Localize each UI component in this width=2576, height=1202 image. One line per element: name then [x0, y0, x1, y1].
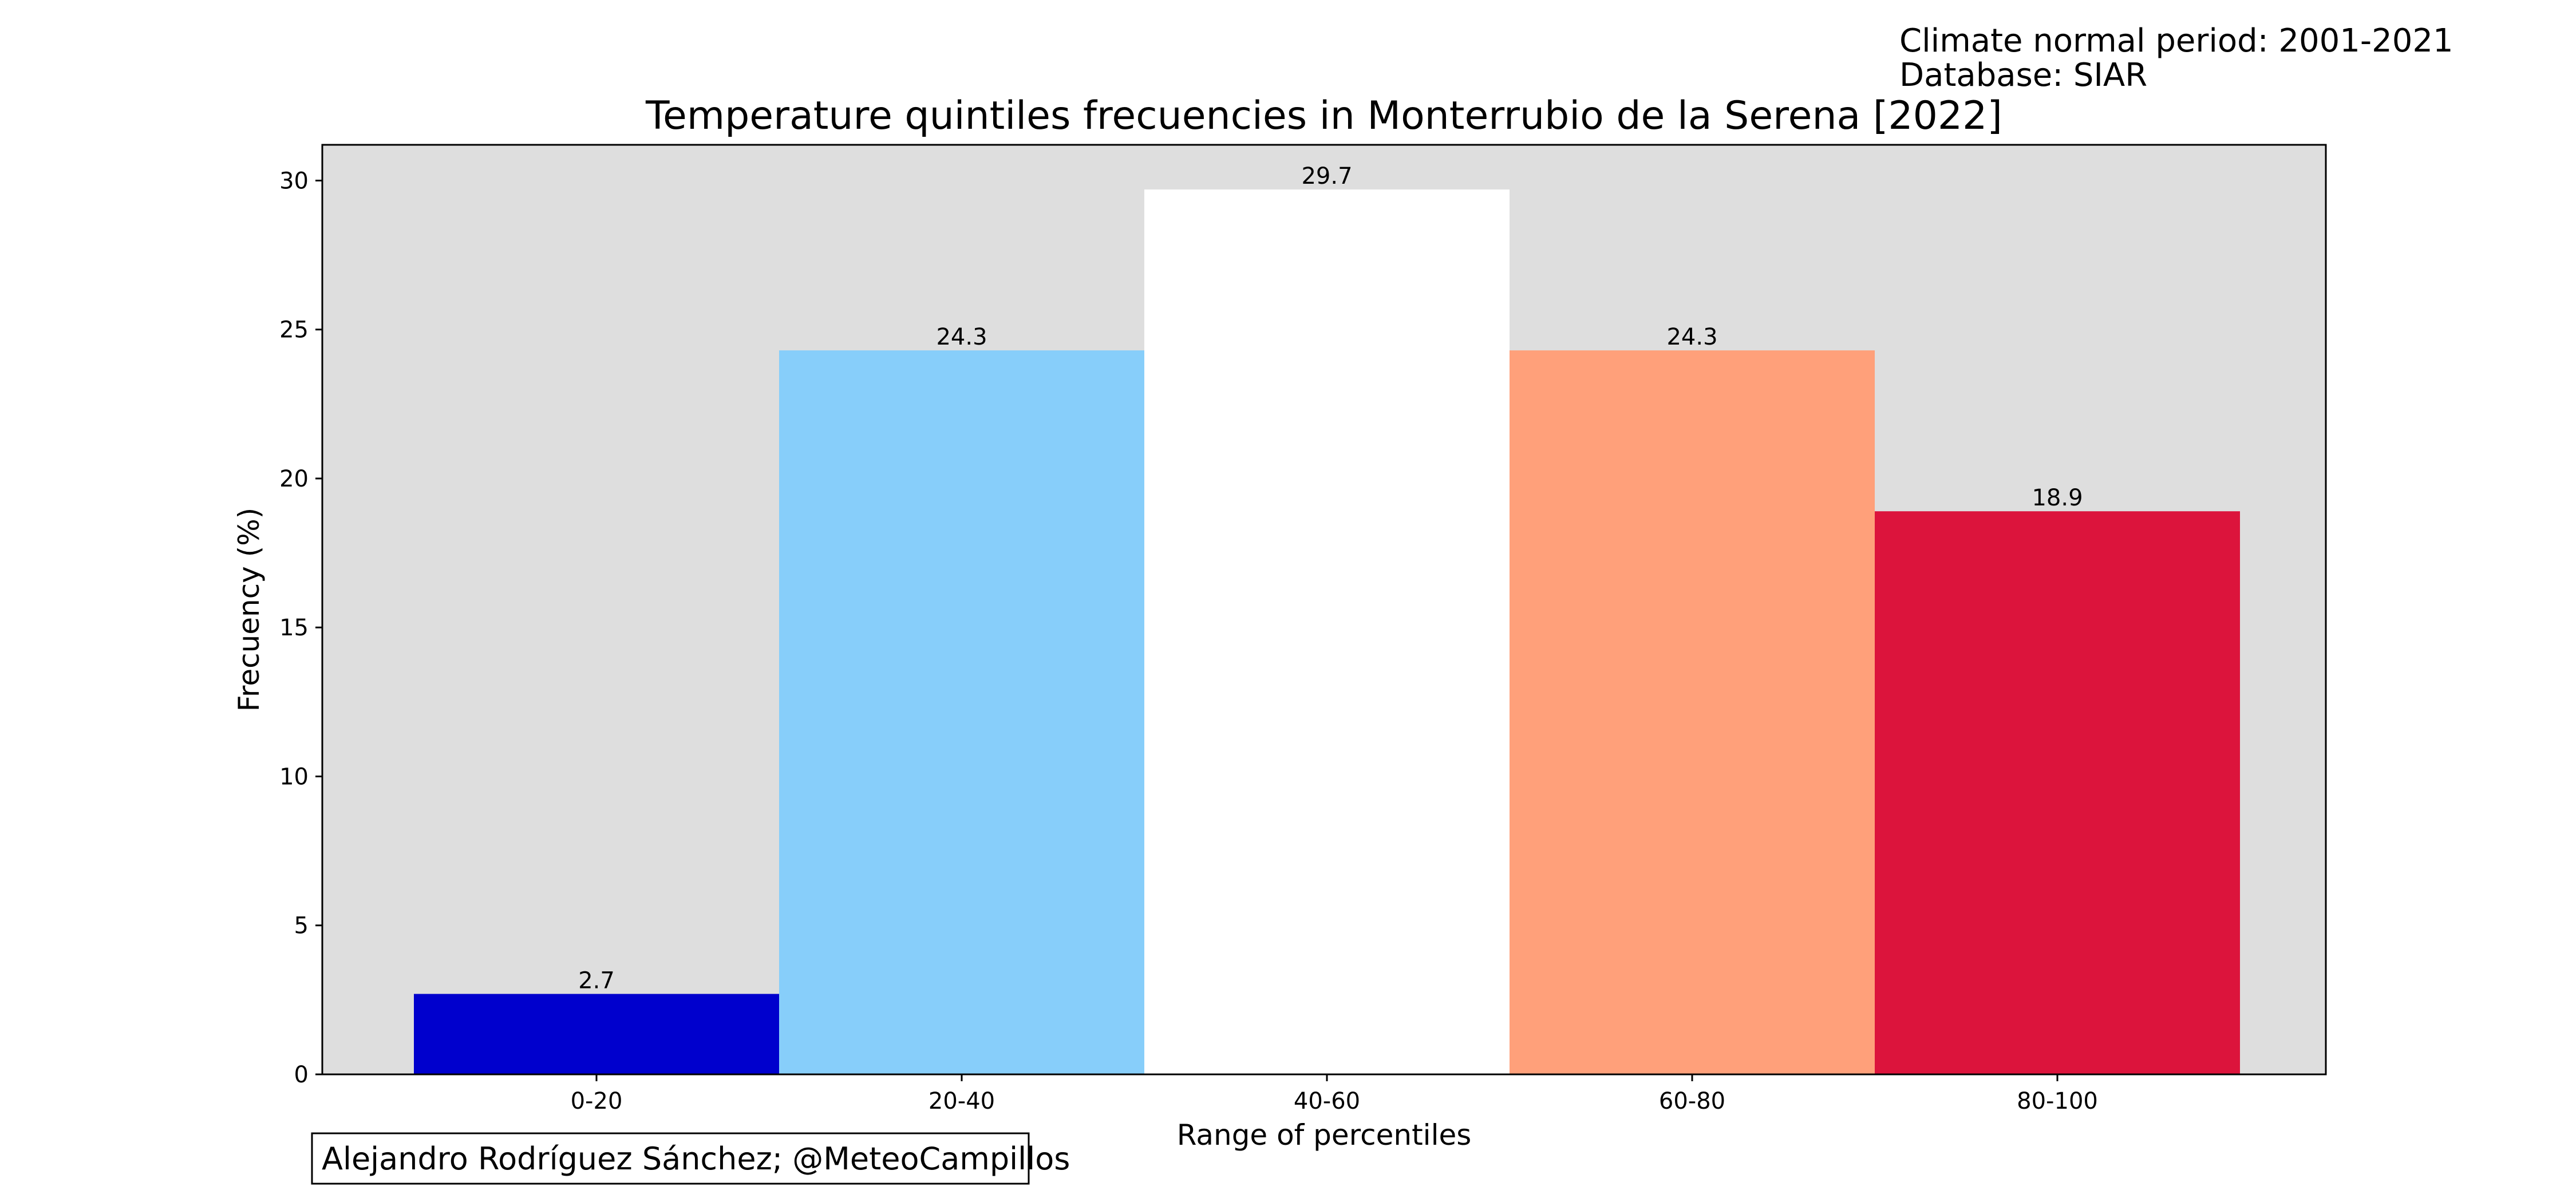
bar-value-label: 2.7 — [578, 967, 615, 994]
credit-box — [311, 1132, 1030, 1185]
plot-frame — [321, 144, 2327, 1076]
bar-value-label: 24.3 — [1666, 324, 1717, 350]
x-tick-label: 0-20 — [571, 1088, 623, 1114]
y-tick-label: 0 — [294, 1062, 309, 1088]
y-tick-label: 15 — [279, 615, 309, 641]
y-tick-label: 10 — [279, 764, 309, 790]
y-tick-label: 30 — [279, 168, 309, 194]
bar-20-40 — [779, 350, 1144, 1075]
x-tick-label: 20-40 — [929, 1088, 995, 1114]
x-tick-label: 40-60 — [1294, 1088, 1360, 1114]
bar-value-label: 18.9 — [2032, 485, 2083, 511]
bar-value-label: 24.3 — [936, 324, 987, 350]
bar-80-100 — [1875, 511, 2240, 1074]
y-axis-label: Frecuency (%) — [232, 508, 266, 711]
climate-period-note: Climate normal period: 2001-2021 — [1899, 22, 2453, 60]
y-tick-label: 5 — [294, 913, 309, 939]
x-axis-label: Range of percentiles — [1177, 1118, 1472, 1152]
x-tick-label: 80-100 — [2017, 1088, 2098, 1114]
bar-40-60 — [1144, 189, 1510, 1075]
bar-value-labels: 2.7 24.3 29.7 24.3 18.9 — [578, 163, 2083, 994]
bar-value-label: 29.7 — [1301, 163, 1352, 189]
credit-text: Alejandro Rodríguez Sánchez; @MeteoCampi… — [322, 1141, 1070, 1177]
x-axis: 0-20 20-40 40-60 60-80 80-100 — [571, 1074, 2098, 1114]
y-tick-label: 25 — [279, 317, 309, 343]
chart-title: Temperature quintiles frecuencies in Mon… — [645, 93, 2002, 139]
y-tick-label: 20 — [279, 466, 309, 492]
bars — [414, 189, 2240, 1075]
bar-0-20 — [414, 994, 779, 1074]
database-note: Database: SIAR — [1899, 57, 2147, 94]
x-tick-label: 60-80 — [1659, 1088, 1725, 1114]
bar-60-80 — [1510, 350, 1875, 1075]
y-axis: 0 5 10 15 20 25 30 — [279, 168, 322, 1088]
